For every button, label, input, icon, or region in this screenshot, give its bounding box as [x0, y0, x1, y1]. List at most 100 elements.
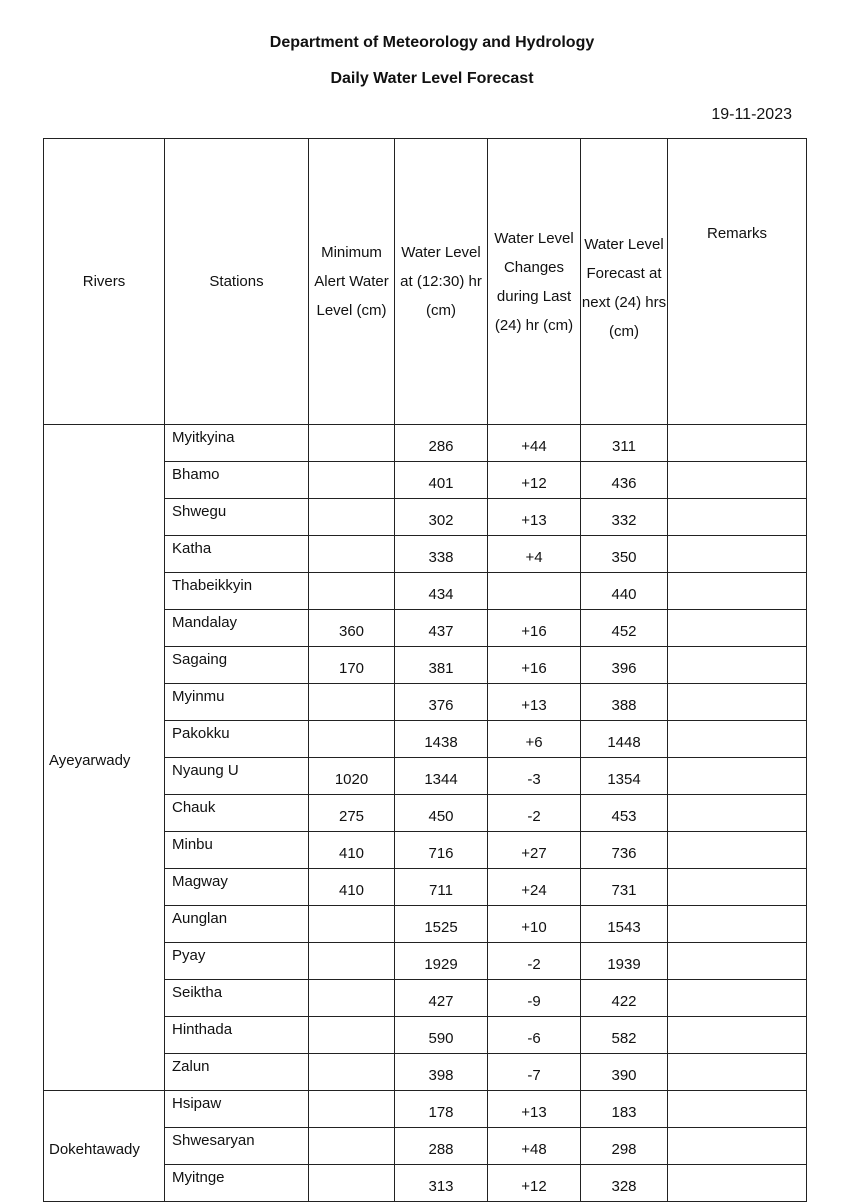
- min-alert-cell: [308, 683, 395, 721]
- header-rivers: Rivers: [43, 138, 165, 425]
- remarks-cell: [667, 572, 807, 610]
- water-level-cell: 1929: [394, 942, 488, 980]
- forecast-cell: 390: [580, 1053, 668, 1091]
- header-stations: Stations: [164, 138, 309, 425]
- min-alert-cell: 410: [308, 831, 395, 869]
- station-cell: Shwesaryan: [164, 1127, 309, 1165]
- table-row: Sagaing 170 381 +16 396: [44, 646, 807, 684]
- level-change-cell: +12: [487, 1164, 581, 1202]
- level-change-cell: +13: [487, 498, 581, 536]
- remarks-cell: [667, 461, 807, 499]
- report-date: 19-11-2023: [711, 106, 792, 123]
- remarks-cell: [667, 498, 807, 536]
- table-row: Shwegu 302 +13 332: [44, 498, 807, 536]
- station-cell: Thabeikkyin: [164, 572, 309, 610]
- forecast-cell: 440: [580, 572, 668, 610]
- remarks-cell: [667, 646, 807, 684]
- remarks-cell: [667, 831, 807, 869]
- station-cell: Pakokku: [164, 720, 309, 758]
- remarks-cell: [667, 609, 807, 647]
- document-title: Department of Meteorology and Hydrology: [269, 34, 595, 51]
- river-cell: Ayeyarwady: [43, 424, 165, 1091]
- remarks-cell: [667, 794, 807, 832]
- table-row: Mandalay 360 437 +16 452: [44, 609, 807, 647]
- remarks-cell: [667, 1053, 807, 1091]
- header-water-level: Water Level at (12:30) hr (cm): [394, 138, 488, 425]
- forecast-cell: 1448: [580, 720, 668, 758]
- station-cell: Sagaing: [164, 646, 309, 684]
- station-cell: Seiktha: [164, 979, 309, 1017]
- remarks-cell: [667, 535, 807, 573]
- min-alert-cell: [308, 1127, 395, 1165]
- min-alert-cell: [308, 720, 395, 758]
- forecast-cell: 298: [580, 1127, 668, 1165]
- remarks-cell: [667, 1127, 807, 1165]
- remarks-cell: [667, 757, 807, 795]
- remarks-cell: [667, 905, 807, 943]
- forecast-cell: 388: [580, 683, 668, 721]
- header-level-change: Water Level Changes during Last (24) hr …: [487, 138, 581, 425]
- water-level-cell: 376: [394, 683, 488, 721]
- document-subtitle: Daily Water Level Forecast: [330, 70, 534, 87]
- forecast-cell: 731: [580, 868, 668, 906]
- forecast-cell: 436: [580, 461, 668, 499]
- min-alert-cell: [308, 461, 395, 499]
- level-change-cell: +24: [487, 868, 581, 906]
- remarks-cell: [667, 683, 807, 721]
- water-level-cell: 450: [394, 794, 488, 832]
- header-min-alert-level: Minimum Alert Water Level (cm): [308, 138, 395, 425]
- min-alert-cell: 170: [308, 646, 395, 684]
- level-change-cell: +16: [487, 609, 581, 647]
- water-level-cell: 401: [394, 461, 488, 499]
- water-level-cell: 427: [394, 979, 488, 1017]
- water-level-cell: 286: [394, 424, 488, 462]
- table-row: Katha 338 +4 350: [44, 535, 807, 573]
- station-cell: Bhamo: [164, 461, 309, 499]
- level-change-cell: +4: [487, 535, 581, 573]
- remarks-cell: [667, 1164, 807, 1202]
- level-change-cell: -2: [487, 794, 581, 832]
- water-level-cell: 288: [394, 1127, 488, 1165]
- level-change-cell: +6: [487, 720, 581, 758]
- level-change-cell: +10: [487, 905, 581, 943]
- min-alert-cell: [308, 905, 395, 943]
- table-header-row: Rivers Stations Minimum Alert Water Leve…: [43, 138, 807, 425]
- forecast-cell: 311: [580, 424, 668, 462]
- level-change-cell: +16: [487, 646, 581, 684]
- forecast-cell: 1939: [580, 942, 668, 980]
- min-alert-cell: [308, 1090, 395, 1128]
- min-alert-cell: [308, 535, 395, 573]
- forecast-cell: 328: [580, 1164, 668, 1202]
- water-level-cell: 302: [394, 498, 488, 536]
- water-level-cell: 338: [394, 535, 488, 573]
- level-change-cell: -9: [487, 979, 581, 1017]
- water-level-cell: 434: [394, 572, 488, 610]
- station-cell: Myitnge: [164, 1164, 309, 1202]
- remarks-cell: [667, 1016, 807, 1054]
- water-level-cell: 313: [394, 1164, 488, 1202]
- forecast-cell: 422: [580, 979, 668, 1017]
- water-level-cell: 1525: [394, 905, 488, 943]
- min-alert-cell: [308, 572, 395, 610]
- table-row: Shwesaryan 288 +48 298: [44, 1127, 807, 1165]
- water-level-cell: 590: [394, 1016, 488, 1054]
- level-change-cell: -6: [487, 1016, 581, 1054]
- level-change-cell: +44: [487, 424, 581, 462]
- station-cell: Magway: [164, 868, 309, 906]
- min-alert-cell: [308, 1016, 395, 1054]
- table-row: Myitnge 313 +12 328: [44, 1164, 807, 1202]
- water-level-cell: 711: [394, 868, 488, 906]
- min-alert-cell: [308, 498, 395, 536]
- level-change-cell: [487, 572, 581, 610]
- min-alert-cell: [308, 1164, 395, 1202]
- water-level-cell: 381: [394, 646, 488, 684]
- station-cell: Pyay: [164, 942, 309, 980]
- level-change-cell: -2: [487, 942, 581, 980]
- table-row: Aunglan 1525 +10 1543: [44, 905, 807, 943]
- remarks-cell: [667, 942, 807, 980]
- header-forecast: Water Level Forecast at next (24) hrs (c…: [580, 138, 668, 425]
- remarks-cell: [667, 720, 807, 758]
- table-row: Ayeyarwady Myitkyina 286 +44 311: [43, 424, 807, 1091]
- forecast-cell: 1543: [580, 905, 668, 943]
- min-alert-cell: 1020: [308, 757, 395, 795]
